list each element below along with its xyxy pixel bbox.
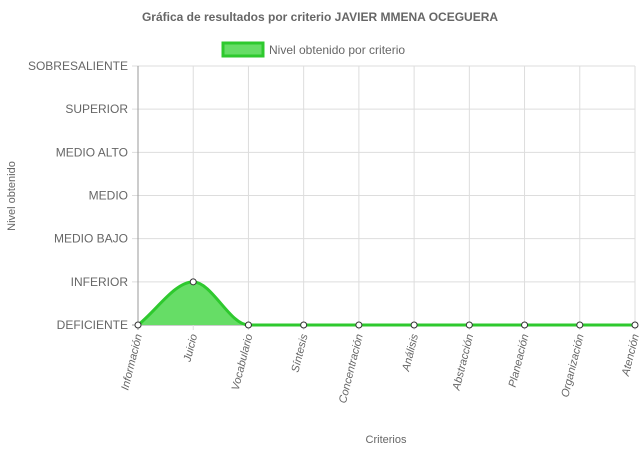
x-axis-ticks: Información Juicio Vocabulario Síntesis Conc… xyxy=(119,332,639,404)
data-point[interactable] xyxy=(244,321,252,329)
data-point[interactable] xyxy=(355,321,363,329)
legend[interactable]: Nivel obtenido por criterio xyxy=(221,41,405,58)
y-axis-label: Nivel obtenido xyxy=(6,161,18,231)
legend-swatch xyxy=(221,41,265,58)
x-tick-label: Análisis xyxy=(400,332,421,373)
x-tick-label: Síntesis xyxy=(289,332,310,373)
data-point[interactable] xyxy=(521,321,529,329)
x-tick-label: Información xyxy=(119,333,145,392)
y-tick-label: MEDIO ALTO xyxy=(56,145,128,159)
y-tick-label: SUPERIOR xyxy=(65,102,128,116)
data-point[interactable] xyxy=(189,278,197,286)
series-area xyxy=(134,278,639,329)
x-tick-label: Organización xyxy=(559,333,586,399)
data-point[interactable] xyxy=(134,321,142,329)
y-tick-label: INFERIOR xyxy=(71,275,129,289)
y-tick-label: SOBRESALIENTE xyxy=(28,59,128,73)
grid xyxy=(132,65,636,330)
y-tick-label: MEDIO xyxy=(89,189,128,203)
data-point[interactable] xyxy=(631,321,639,329)
data-point[interactable] xyxy=(465,321,473,329)
x-tick-label: Juicio xyxy=(181,333,200,364)
data-point[interactable] xyxy=(576,321,584,329)
data-point[interactable] xyxy=(300,321,308,329)
x-tick-label: Abstracción xyxy=(450,333,476,393)
legend-label: Nivel obtenido por criterio xyxy=(269,43,405,57)
y-axis-ticks: DEFICIENTE INFERIOR MEDIO BAJO MEDIO MEDIO A… xyxy=(28,59,128,332)
y-tick-label: MEDIO BAJO xyxy=(54,232,128,246)
series-area-fill xyxy=(138,281,635,325)
x-tick-label: Atención xyxy=(620,333,639,378)
y-tick-label: DEFICIENTE xyxy=(57,318,128,332)
x-axis-label: Criterios xyxy=(366,434,407,446)
chart-title: Gráfica de resultados por criterio JAVIE… xyxy=(142,10,498,24)
data-point[interactable] xyxy=(410,321,418,329)
x-tick-label: Vocabulario xyxy=(230,333,256,392)
x-tick-label: Concentración xyxy=(337,333,366,405)
series-line xyxy=(137,280,635,327)
x-tick-label: Planeación xyxy=(507,333,532,389)
